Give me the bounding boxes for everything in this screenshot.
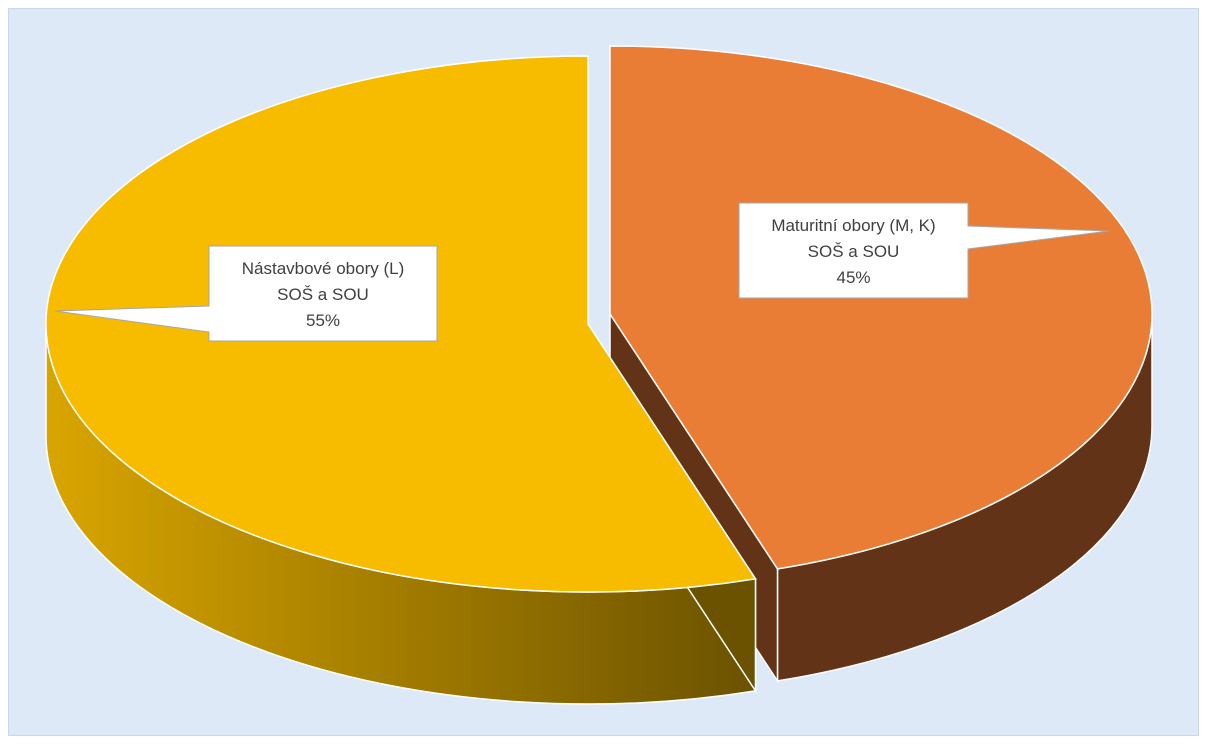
chart-area: Maturitní obory (M, K) SOŠ a SOU 45% Nástav… bbox=[8, 8, 1199, 736]
pie-slice bbox=[609, 45, 1153, 570]
pie-chart: Maturitní obory (M, K) SOŠ a SOU 45% Nástav… bbox=[45, 45, 1153, 705]
data-label: Maturitní obory (M, K) SOŠ a SOU 45% bbox=[738, 202, 1110, 299]
data-label-callout bbox=[738, 202, 1110, 299]
data-label-text: Nástavbové obory (L) bbox=[242, 259, 405, 278]
data-label-text: SOŠ a SOU bbox=[808, 242, 900, 261]
data-label-callout bbox=[54, 245, 438, 342]
data-label-text: Maturitní obory (M, K) bbox=[771, 216, 935, 235]
data-label-text: 55% bbox=[306, 311, 340, 330]
data-label: Nástavbové obory (L) SOŠ a SOU 55% bbox=[54, 245, 438, 342]
data-label-text: 45% bbox=[836, 268, 870, 287]
data-label-text: SOŠ a SOU bbox=[277, 285, 369, 304]
